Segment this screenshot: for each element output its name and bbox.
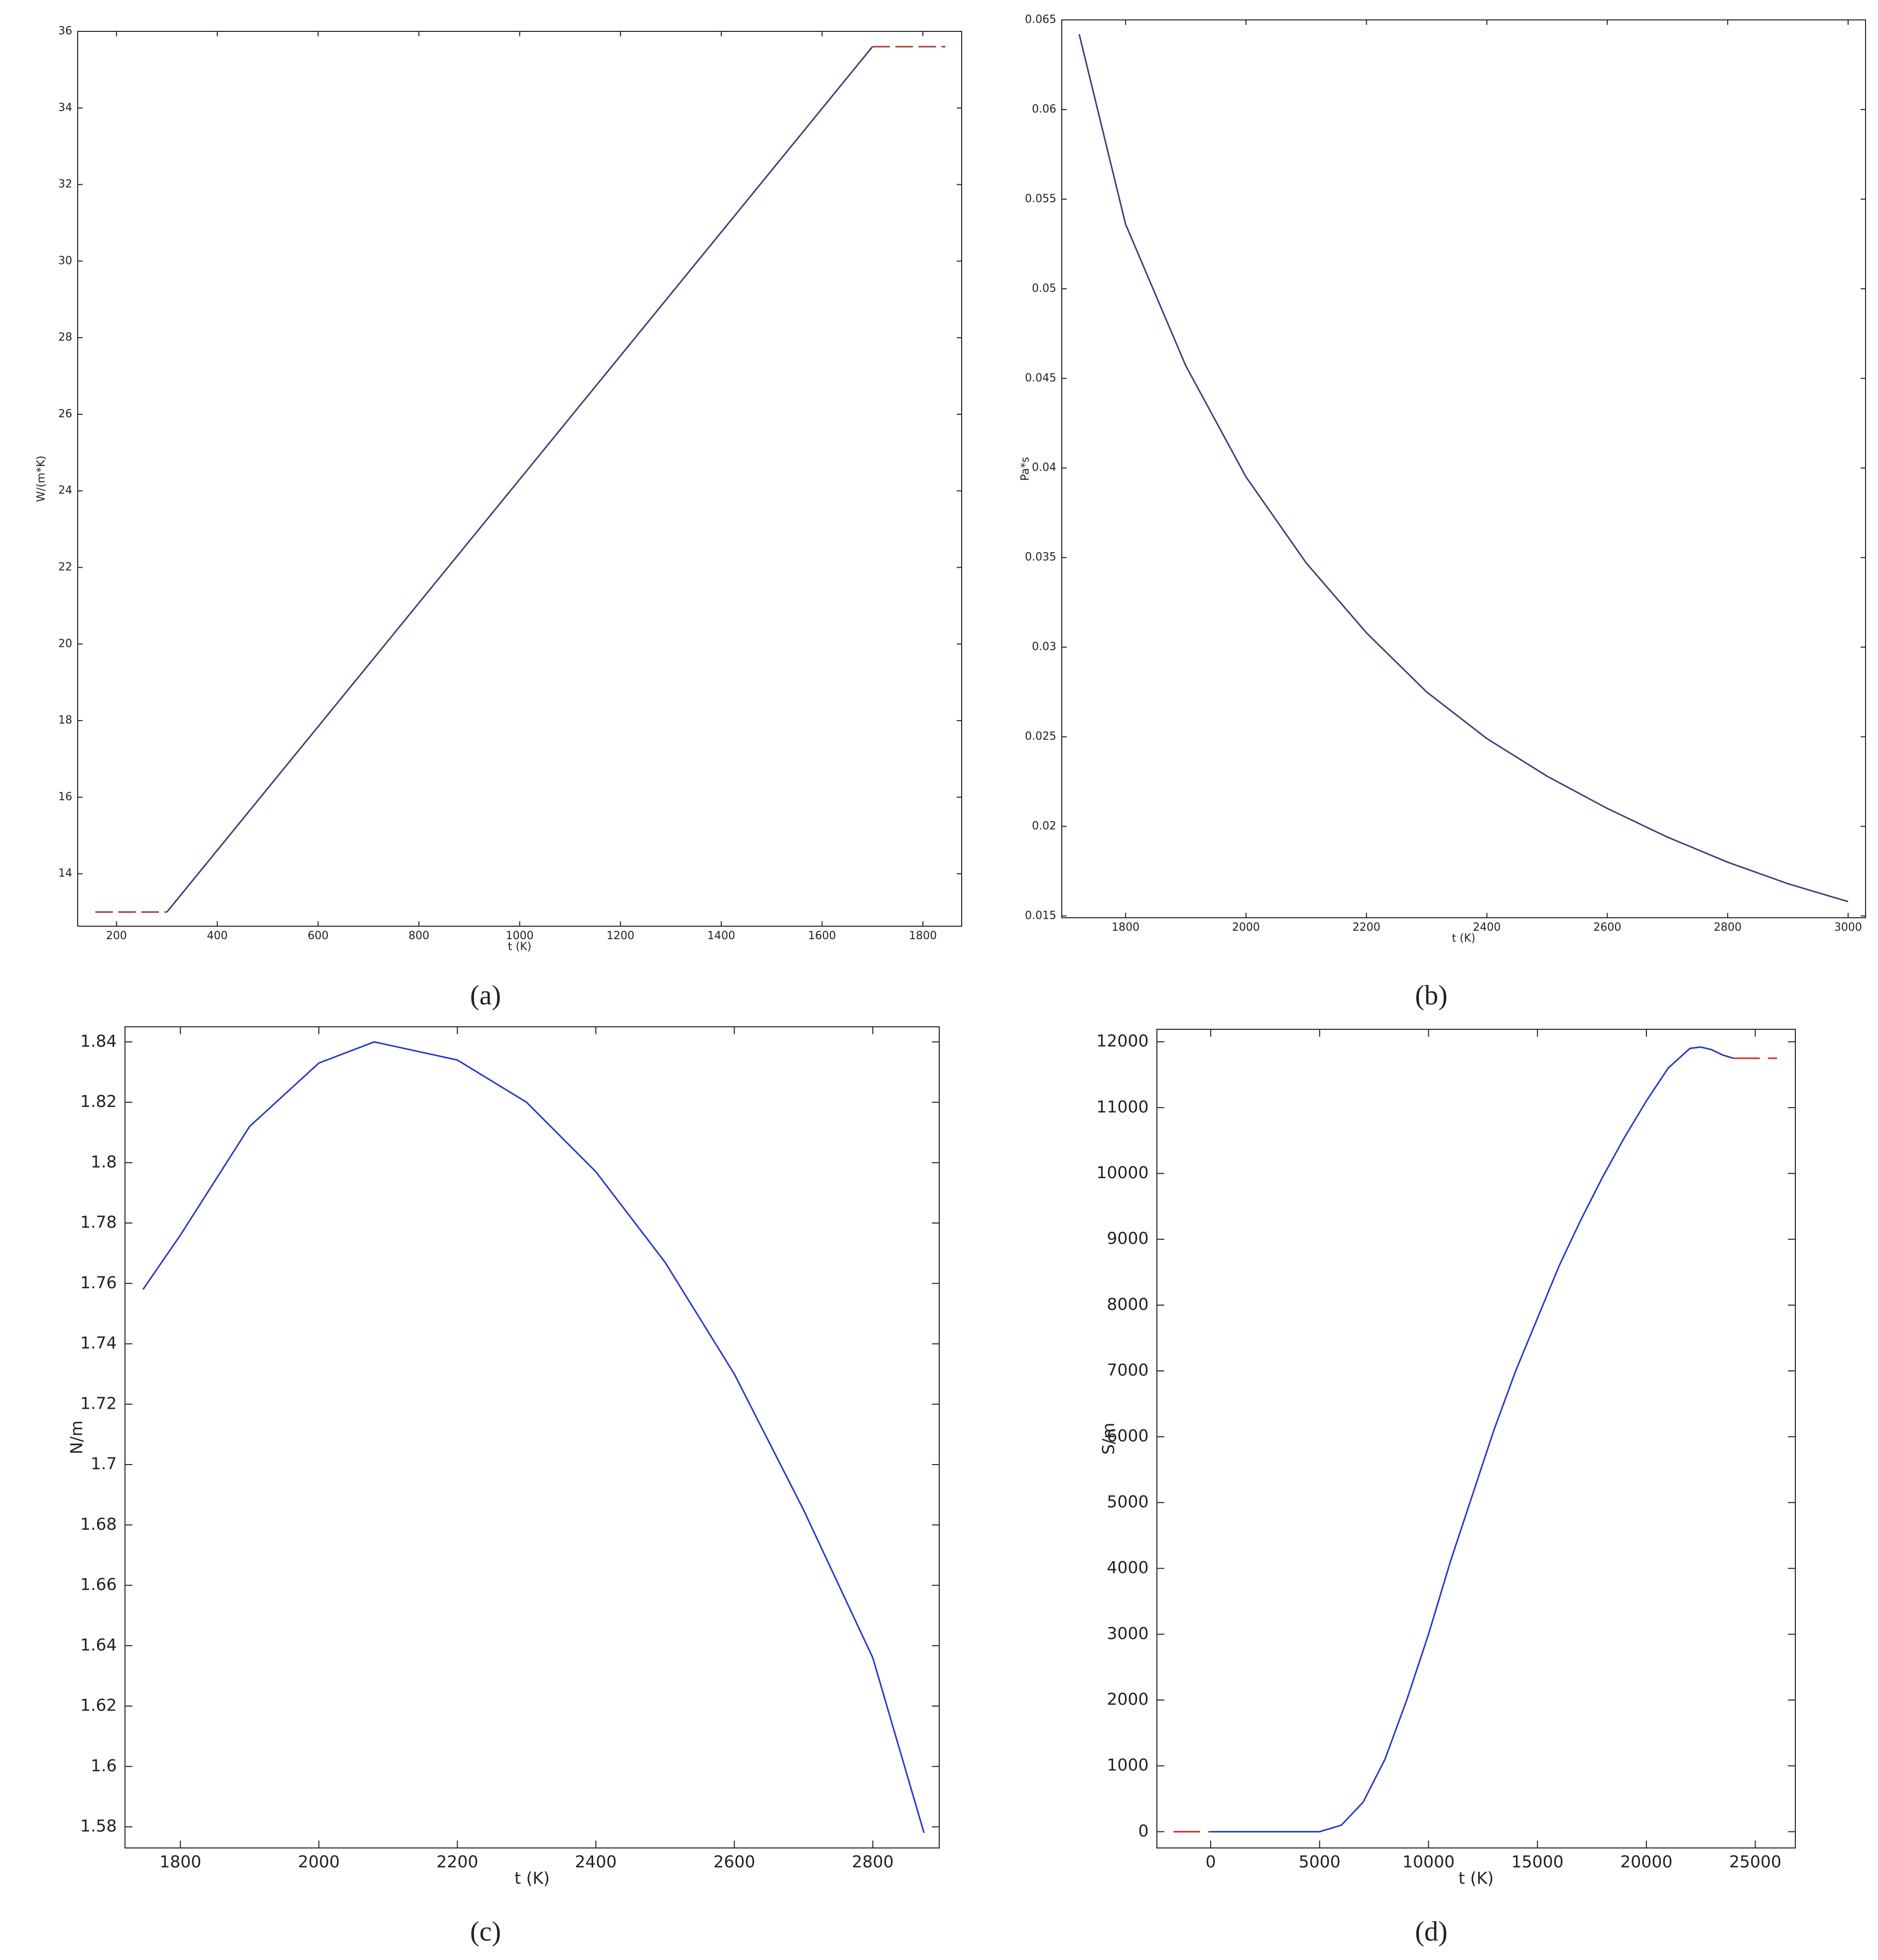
y-tick-label: 1.78 [80,1213,117,1232]
x-tick-label: 1800 [1112,921,1139,934]
y-tick-label: 12000 [1097,1031,1149,1051]
data-line [166,46,874,913]
y-tick-label: 0.055 [1025,193,1056,205]
y-tick-label: 1.72 [80,1393,117,1413]
x-tick-label: 1800 [159,1852,201,1871]
x-tick-label: 20000 [1620,1852,1672,1871]
plot-frame [77,31,962,927]
y-tick-label: 4000 [1107,1558,1149,1577]
y-tick-label: 1.74 [80,1333,117,1352]
y-tick-label: 1.84 [80,1031,117,1051]
x-tick-label: 1800 [909,930,937,942]
y-tick-label: 2000 [1107,1689,1149,1709]
y-tick-label: 1.68 [80,1514,117,1534]
y-axis-label: W/(m*K) [35,456,47,502]
x-tick-label: 1200 [607,930,634,942]
caption: (a) [470,980,501,1011]
y-tick-label: 24 [58,485,72,497]
x-tick-label: 2000 [298,1852,340,1871]
y-tick-label: 9000 [1107,1228,1149,1248]
y-tick-label: 0.045 [1025,372,1056,384]
data-line [142,1041,925,1834]
y-tick-label: 0.06 [1032,103,1056,116]
y-tick-label: 30 [58,254,72,267]
y-tick-label: 22 [58,561,72,574]
y-tick-label: 0.02 [1032,820,1056,832]
caption: (c) [470,1916,501,1947]
x-axis-label: t (K) [508,941,531,953]
x-tick-label: 5000 [1299,1852,1341,1871]
y-tick-label: 14 [58,867,72,880]
y-tick-label: 0.035 [1025,551,1056,564]
y-tick-label: 1000 [1107,1755,1149,1775]
x-tick-label: 15000 [1511,1852,1564,1871]
x-tick-label: 2400 [1473,921,1501,934]
y-tick-label: 28 [58,331,72,344]
y-tick-label: 1.7 [91,1454,117,1473]
x-axis-label: t (K) [1452,932,1475,945]
y-axis-label: S/m [1099,1423,1118,1455]
x-tick-label: 3000 [1834,921,1862,934]
x-axis-label: t (K) [514,1868,550,1888]
y-tick-label: 0.05 [1032,282,1056,295]
y-tick-label: 5000 [1107,1492,1149,1511]
y-axis-label: Pa*s [1019,457,1031,481]
y-tick-label: 3000 [1107,1623,1149,1643]
x-tick-label: 2200 [1353,921,1380,934]
x-tick-label: 2200 [436,1852,478,1871]
plot-frame [125,1026,940,1848]
y-tick-label: 26 [58,408,72,420]
y-tick-label: 1.62 [80,1696,117,1715]
y-tick-label: 16 [58,791,72,803]
y-tick-label: 0.025 [1025,731,1056,743]
y-tick-label: 36 [58,25,72,37]
y-tick-label: 32 [58,178,72,191]
y-tick-label: 1.6 [91,1756,117,1775]
x-tick-label: 400 [207,930,228,942]
x-tick-label: 2000 [1232,921,1260,934]
x-tick-label: 200 [106,930,127,942]
y-tick-label: 11000 [1097,1097,1149,1116]
y-tick-label: 7000 [1107,1360,1149,1380]
x-tick-label: 800 [408,930,429,942]
y-tick-label: 10000 [1097,1163,1149,1182]
x-tick-label: 0 [1206,1852,1216,1871]
y-tick-label: 1.58 [80,1816,117,1836]
plot-frame [1156,1029,1796,1848]
x-tick-label: 2600 [1593,921,1621,934]
x-tick-label: 1400 [707,930,735,942]
y-tick-label: 0.015 [1025,909,1056,922]
x-tick-label: 1000 [506,930,534,942]
y-tick-label: 0 [1138,1821,1149,1840]
y-tick-label: 6000 [1107,1426,1149,1446]
x-tick-label: 2600 [713,1852,755,1871]
data-line [1211,1046,1734,1833]
y-tick-label: 34 [58,102,72,114]
x-tick-label: 1600 [808,930,836,942]
y-tick-label: 1.82 [80,1092,117,1111]
y-tick-label: 1.76 [80,1273,117,1292]
x-tick-label: 600 [308,930,329,942]
y-tick-label: 18 [58,714,72,727]
x-tick-label: 2800 [852,1852,894,1871]
caption: (b) [1415,980,1447,1011]
y-tick-label: 1.64 [80,1635,117,1654]
plot-frame [1061,19,1866,918]
y-tick-label: 20 [58,637,72,650]
caption: (d) [1415,1916,1447,1947]
x-tick-label: 2800 [1714,921,1742,934]
y-tick-label: 0.04 [1032,462,1056,474]
y-tick-label: 0.03 [1032,641,1056,653]
x-tick-label: 10000 [1402,1852,1455,1871]
y-tick-label: 0.065 [1025,13,1056,26]
y-tick-label: 8000 [1107,1294,1149,1314]
x-tick-label: 2400 [575,1852,617,1871]
y-tick-label: 1.66 [80,1575,117,1594]
x-axis-label: t (K) [1459,1868,1494,1888]
y-tick-label: 1.8 [91,1152,117,1171]
y-axis-label: N/m [67,1421,86,1455]
x-tick-label: 25000 [1729,1852,1781,1871]
data-line [1078,34,1849,903]
